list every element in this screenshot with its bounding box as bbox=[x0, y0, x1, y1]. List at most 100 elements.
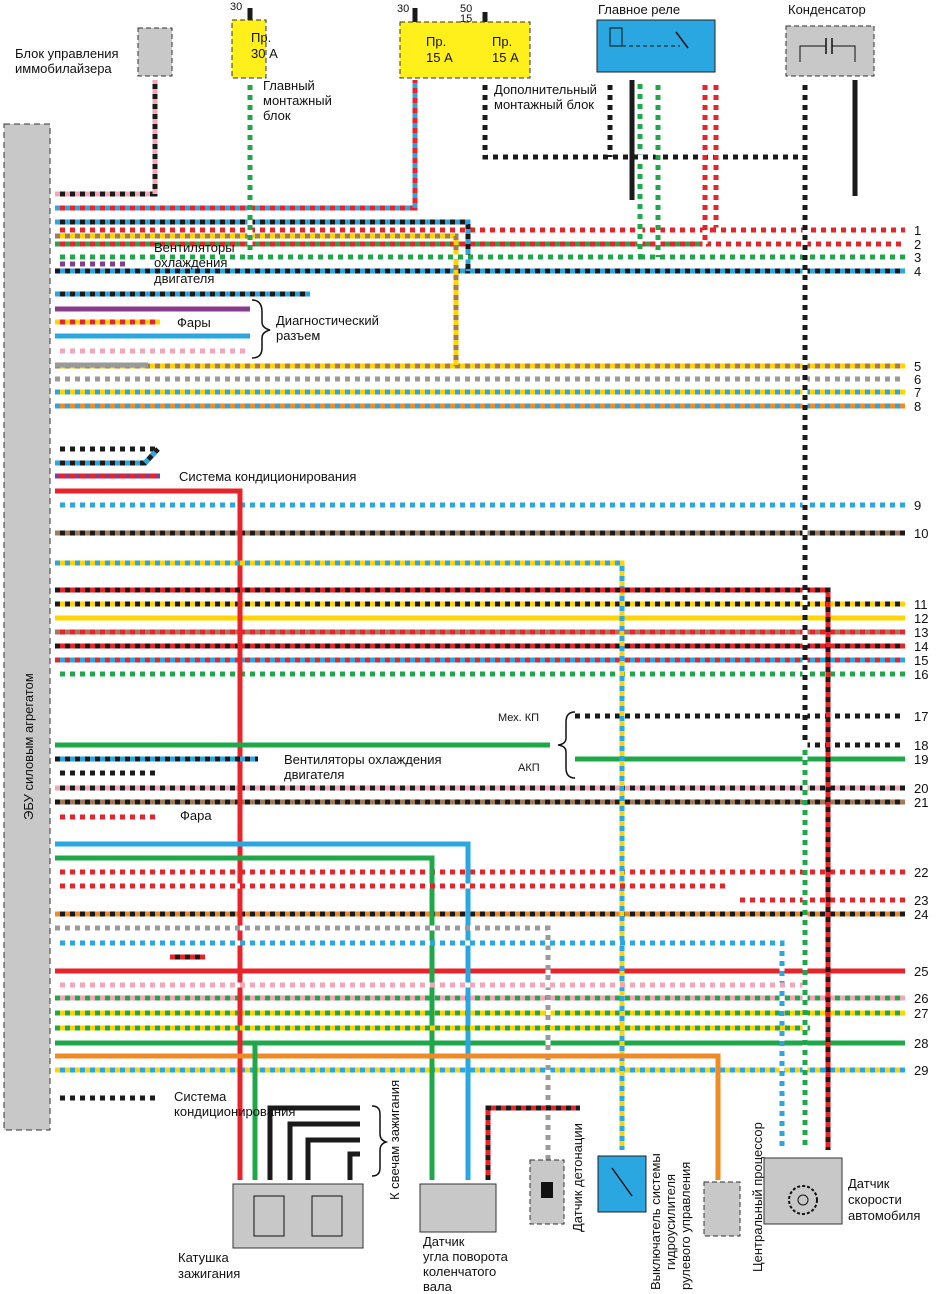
wire-immo-stripe bbox=[55, 80, 158, 197]
wire-aux-black-stripe bbox=[482, 80, 805, 160]
capacitor bbox=[785, 25, 875, 77]
wire-cpu bbox=[55, 1053, 721, 1180]
wire-number-26: 26 bbox=[914, 991, 928, 1006]
wire-number-25: 25 bbox=[914, 964, 928, 979]
main-block-label-3: блок bbox=[263, 108, 291, 123]
ps-label-3: рулевого управления bbox=[678, 1162, 693, 1290]
wire-number-13: 13 bbox=[914, 625, 928, 640]
ps-switch-blade bbox=[611, 1167, 633, 1197]
wire-number-23: 23 bbox=[914, 893, 928, 908]
main-relay-label: Главное реле bbox=[598, 2, 680, 17]
fuse-15a-1-rating: 15 А bbox=[426, 50, 453, 65]
wire-number-21: 21 bbox=[914, 795, 928, 810]
coil-winding-2 bbox=[311, 1195, 343, 1237]
fans1-label-1: Вентиляторы bbox=[154, 240, 235, 255]
vss-gear bbox=[788, 1185, 818, 1215]
fuse-30a-rating: 30 А bbox=[251, 46, 278, 61]
ckp-label-2: угла поворота bbox=[423, 1249, 509, 1264]
wire-number-28: 28 bbox=[914, 1036, 928, 1051]
coil-winding-1 bbox=[253, 1195, 285, 1237]
mt-label: Мех. КП bbox=[498, 712, 539, 724]
fuse-30a-terminal: 30 bbox=[230, 1, 242, 13]
ac1-label: Система кондиционирования bbox=[179, 469, 356, 484]
wire-immo bbox=[55, 80, 158, 197]
wire-number-5: 5 bbox=[914, 359, 921, 374]
wire-number-1: 1 bbox=[914, 223, 921, 238]
vss-label-3: автомобиля bbox=[848, 1208, 920, 1223]
wire-ckp-green bbox=[55, 855, 435, 1180]
wire-ckp-shield-stripe bbox=[485, 1105, 580, 1180]
headlights-label: Фары bbox=[177, 315, 211, 330]
wire-vss-1-stripe bbox=[55, 587, 831, 1150]
wire-number-8: 8 bbox=[914, 399, 921, 414]
immobilizer-label-1: Блок управления bbox=[15, 46, 119, 61]
coil-label-2: зажигания bbox=[178, 1266, 240, 1281]
wire-ecu-5-stripe bbox=[55, 233, 459, 366]
fuse-terminal-15: 15 bbox=[460, 13, 472, 25]
fans2-label-1: Вентиляторы охлаждения bbox=[284, 752, 442, 767]
wire-number-7: 7 bbox=[914, 385, 921, 400]
fuse-30a-name: Пр. bbox=[251, 30, 271, 45]
wire-number-16: 16 bbox=[914, 667, 928, 682]
wire-coil-1 bbox=[267, 1105, 360, 1180]
fans1-label-3: двигателя bbox=[154, 271, 214, 286]
wire-relay-d-stripe bbox=[713, 80, 905, 233]
wire-number-11: 11 bbox=[914, 597, 928, 612]
wire-number-2: 2 bbox=[914, 237, 921, 252]
diag-brace bbox=[251, 299, 271, 359]
cpu-label: Центральный процессор bbox=[750, 1122, 765, 1272]
cap-leads bbox=[799, 45, 856, 62]
wire-number-20: 20 bbox=[914, 781, 928, 796]
relay-switch bbox=[675, 31, 689, 49]
fuse-15a-1-name: Пр. bbox=[426, 34, 446, 49]
wire-number-12: 12 bbox=[914, 611, 928, 626]
wire-number-4: 4 bbox=[914, 264, 921, 279]
fuse-terminal-50: 50 bbox=[460, 3, 472, 15]
ckp-label-3: коленчатого bbox=[423, 1264, 496, 1279]
main-block-label-1: Главный bbox=[263, 78, 315, 93]
wire-vss-2 bbox=[55, 940, 785, 1150]
wire-number-15: 15 bbox=[914, 653, 928, 668]
ckp-label-1: Датчик bbox=[423, 1234, 465, 1249]
aux-block-label-1: Дополнительный bbox=[494, 82, 597, 97]
ckp-label-4: вала bbox=[423, 1279, 453, 1294]
ps-label-2: гидроусилителя bbox=[663, 1174, 678, 1270]
central-processor bbox=[703, 1181, 741, 1237]
fuse-15a-2-rating: 15 А bbox=[492, 50, 519, 65]
wire-number-6: 6 bbox=[914, 372, 921, 387]
knock-element bbox=[541, 1182, 553, 1198]
wire-gnd-b-stripe bbox=[55, 447, 160, 466]
power-steering-switch bbox=[597, 1155, 647, 1213]
immobilizer-unit bbox=[137, 27, 173, 77]
wire-ckp-blue bbox=[55, 841, 471, 1180]
at-label: АКП bbox=[518, 762, 540, 774]
aux-block-label-2: монтажный блок bbox=[494, 97, 594, 112]
wire-relay-c-stripe bbox=[702, 80, 905, 247]
fans2-label-2: двигателя bbox=[284, 767, 344, 782]
immobilizer-label-2: иммобилайзера bbox=[15, 61, 112, 76]
diag-label-1: Диагностический bbox=[276, 313, 379, 328]
wire-coil-4 bbox=[347, 1151, 360, 1180]
ecu-block bbox=[3, 123, 51, 1131]
fuse-block-aux bbox=[399, 21, 531, 79]
wire-vss-2-stripe bbox=[55, 940, 785, 1150]
fuse-30a bbox=[231, 19, 267, 79]
wire-number-9: 9 bbox=[914, 498, 921, 513]
wire-number-10: 10 bbox=[914, 526, 928, 541]
vss-label-1: Датчик bbox=[848, 1176, 890, 1191]
wire-coil-red bbox=[55, 488, 243, 1180]
wire-number-3: 3 bbox=[914, 250, 921, 265]
wire-number-14: 14 bbox=[914, 639, 928, 654]
wire-fuse15-stripe bbox=[55, 80, 418, 211]
fuse-15a-2-name: Пр. bbox=[492, 34, 512, 49]
fans1-label-2: охлаждения bbox=[154, 255, 227, 270]
ecu-label: ЭБУ силовым агрегатом bbox=[21, 673, 36, 820]
main-block-label-2: монтажный bbox=[263, 93, 332, 108]
wire-number-27: 27 bbox=[914, 1006, 928, 1021]
ignition-coil bbox=[232, 1183, 364, 1249]
knock-label: Датчик детонации bbox=[570, 1123, 585, 1232]
ac2-label-1: Система bbox=[174, 1089, 227, 1104]
ac2-label-2: кондиционирования bbox=[174, 1104, 295, 1119]
wire-number-19: 19 bbox=[914, 752, 928, 767]
